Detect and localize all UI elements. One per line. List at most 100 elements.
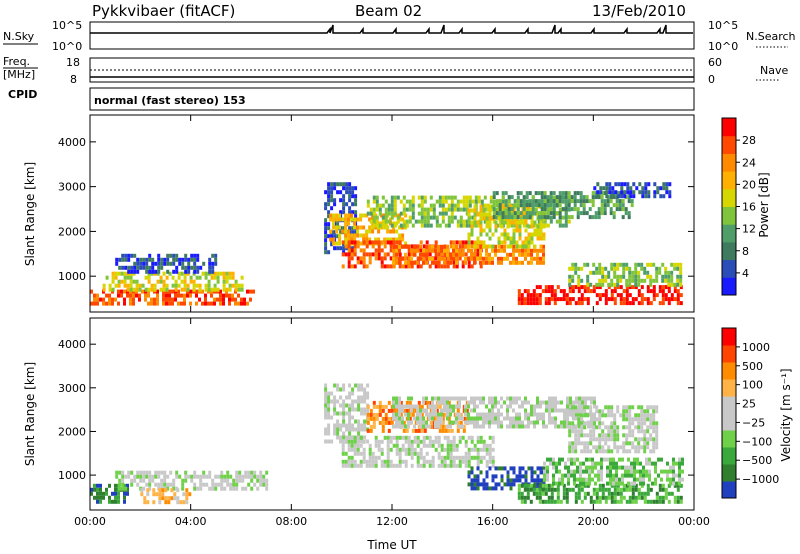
data-cell: [467, 212, 471, 217]
data-cell: [494, 228, 498, 233]
data-cell: [238, 470, 242, 475]
data-cell: [655, 445, 659, 450]
colorbar-segment: [722, 345, 736, 363]
data-cell: [336, 234, 340, 239]
data-cell: [353, 225, 357, 230]
data-cell: [667, 278, 671, 283]
data-cell: [213, 275, 217, 280]
data-cell: [676, 282, 680, 287]
data-cell: [410, 463, 414, 468]
data-cell: [506, 474, 510, 479]
data-cell: [583, 405, 587, 410]
data-cell: [246, 289, 249, 294]
data-cell: [165, 297, 168, 302]
data-cell: [473, 248, 477, 253]
data-cell: [237, 287, 241, 292]
data-cell: [641, 186, 645, 191]
data-cell: [416, 451, 420, 456]
data-cell: [164, 500, 168, 505]
data-cell: [530, 474, 534, 479]
data-cell: [485, 451, 489, 456]
data-cell: [452, 455, 456, 460]
data-cell: [366, 203, 370, 208]
data-cell: [564, 203, 568, 208]
data-cell: [335, 213, 339, 218]
data-cell: [461, 264, 465, 269]
data-cell: [423, 219, 427, 224]
data-cell: [616, 262, 620, 267]
colorbar-tick-label: 20: [742, 178, 756, 191]
data-cell: [613, 274, 617, 279]
data-cell: [368, 256, 372, 261]
data-cell: [470, 478, 474, 483]
data-cell: [631, 429, 635, 434]
data-cell: [383, 237, 387, 242]
data-cell: [548, 420, 551, 425]
data-cell: [525, 223, 529, 228]
cpid-label: CPID: [8, 88, 37, 101]
data-cell: [608, 182, 612, 187]
data-cell: [178, 261, 182, 266]
data-cell: [673, 285, 677, 290]
data-cell: [646, 487, 650, 492]
data-cell: [398, 260, 401, 265]
data-cell: [347, 260, 351, 265]
data-cell: [456, 219, 460, 224]
data-cell: [353, 459, 357, 464]
data-cell: [455, 248, 458, 253]
data-cell: [96, 483, 99, 488]
data-cell: [395, 424, 398, 429]
data-cell: [591, 215, 595, 220]
data-cell: [162, 279, 166, 284]
data-cell: [177, 271, 181, 276]
data-cell: [531, 199, 535, 204]
data-cell: [625, 289, 629, 294]
data-cell: [139, 478, 143, 483]
data-cell: [473, 404, 476, 409]
data-cell: [410, 248, 413, 253]
data-cell: [598, 270, 602, 275]
data-cell: [465, 207, 469, 212]
data-cell: [591, 465, 594, 470]
data-cell: [491, 404, 494, 409]
data-cell: [646, 425, 650, 430]
data-cell: [324, 202, 328, 207]
data-cell: [186, 287, 190, 292]
data-cell: [353, 443, 357, 448]
data-cell: [473, 204, 477, 209]
data-cell: [124, 486, 128, 491]
data-cell: [133, 253, 137, 258]
data-cell: [631, 285, 635, 290]
data-cell: [586, 282, 590, 287]
data-cell: [157, 257, 161, 262]
data-cell: [643, 495, 647, 500]
data-cell: [208, 261, 212, 266]
data-cell: [342, 423, 346, 428]
data-cell: [566, 400, 569, 405]
data-cell: [413, 416, 416, 421]
data-cell: [609, 469, 612, 474]
data-cell: [429, 424, 433, 429]
freq-label: Freq.: [3, 55, 30, 68]
data-cell: [440, 244, 443, 249]
data-cell: [546, 211, 550, 216]
data-cell: [169, 470, 173, 475]
data-cell: [446, 439, 450, 444]
data-cell: [127, 265, 131, 270]
data-cell: [479, 424, 482, 429]
data-cell: [374, 248, 378, 253]
data-cell: [462, 416, 466, 421]
data-cell: [550, 491, 554, 496]
data-cell: [417, 400, 421, 405]
data-cell: [553, 499, 557, 504]
data-cell: [146, 492, 150, 497]
data-cell: [416, 443, 420, 448]
data-cell: [180, 301, 183, 306]
data-cell: [611, 194, 615, 199]
data-cell: [135, 279, 139, 284]
data-cell: [375, 412, 379, 417]
data-cell: [476, 256, 479, 261]
data-cell: [347, 244, 351, 249]
data-cell: [219, 293, 222, 298]
data-cell: [485, 447, 489, 452]
